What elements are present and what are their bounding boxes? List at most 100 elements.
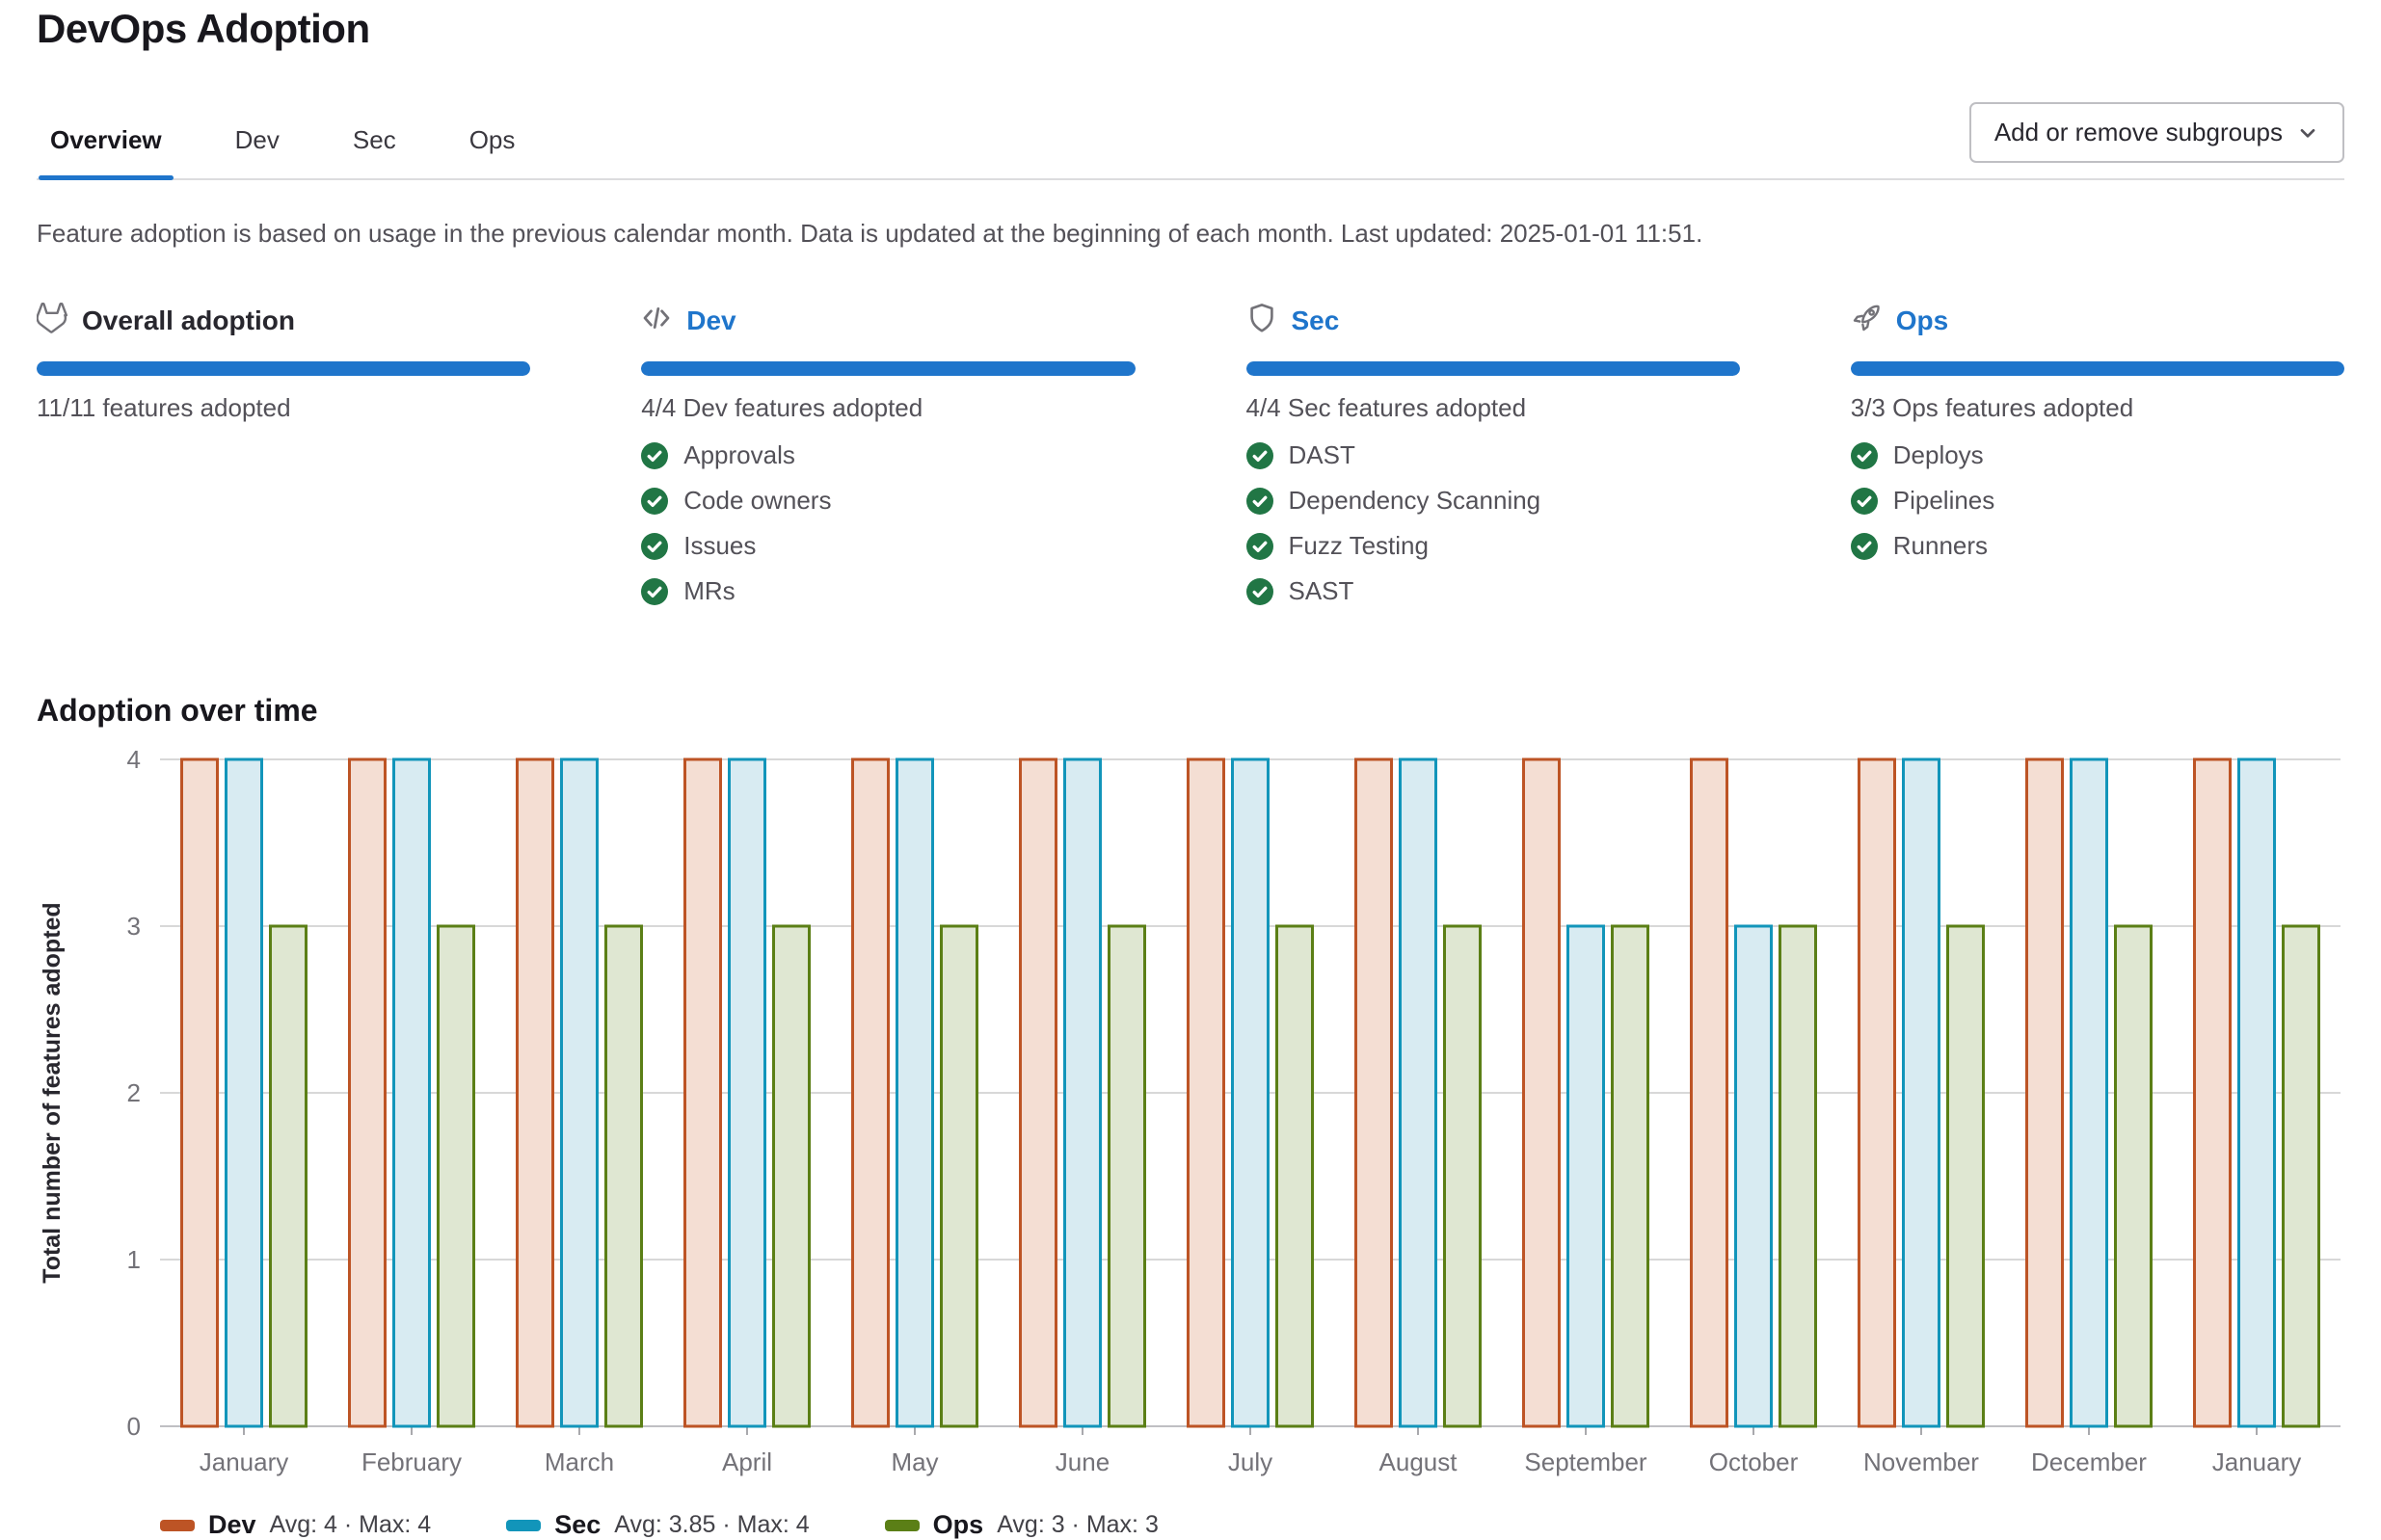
feature-item: Deploys [1850,440,2344,470]
feature-label: Approvals [683,440,795,469]
check-circle-icon [641,487,669,515]
chart-bar-ops-december[interactable] [2114,924,2153,1428]
chart-bar-dev-november[interactable] [1858,757,1896,1428]
x-axis-label: November [1863,1447,1979,1476]
chart-bar-sec-february[interactable] [392,757,431,1428]
chart-bar-sec-december[interactable] [2070,757,2108,1428]
add-remove-subgroups-label: Add or remove subgroups [1993,118,2283,146]
sec-summary: 4/4 Sec features adopted [1245,393,1527,422]
sec-series-swatch [506,1519,542,1531]
y-axis-tick-label: 2 [127,1078,141,1107]
overall-adoption-column: Overall adoption 11/11 features adopted [36,302,531,622]
chart-bar-dev-may[interactable] [851,757,890,1428]
legend-item-sec[interactable]: Sec Avg: 3.85 · Max: 4 [506,1510,810,1540]
check-circle-icon [1245,577,1273,605]
chart-bar-sec-august[interactable] [1399,757,1437,1428]
chart-bar-sec-july[interactable] [1231,757,1270,1428]
adoption-summary-columns: Overall adoption 11/11 features adopted … [36,302,2344,622]
legend-dev-name: Dev [208,1510,256,1539]
dev-series-swatch [160,1519,195,1531]
sec-progress-bar [1245,361,1740,376]
chart-bar-ops-january[interactable] [269,924,308,1428]
feature-label: Fuzz Testing [1288,531,1429,560]
chart-bar-sec-september[interactable] [1566,924,1605,1428]
chart-bar-dev-january[interactable] [2193,757,2232,1428]
page-title: DevOps Adoption [37,6,370,51]
chart-bar-ops-october[interactable] [1779,924,1817,1428]
x-axis-label: February [361,1447,462,1476]
code-icon [641,303,672,338]
tab-sec[interactable]: Sec [341,112,408,178]
sec-adoption-title-link[interactable]: Sec [1291,305,1340,335]
overall-summary: 11/11 features adopted [37,393,291,422]
feature-item: Approvals [641,440,1135,470]
ops-adoption-header: Ops [1851,303,2344,338]
chart-bar-ops-august[interactable] [1443,924,1482,1428]
chart-bar-sec-april[interactable] [728,757,766,1428]
overall-progress-bar [37,361,531,376]
x-axis-label: May [891,1447,938,1476]
chart-bar-sec-january[interactable] [225,757,263,1428]
add-remove-subgroups-button[interactable]: Add or remove subgroups [1968,102,2344,163]
tab-overview[interactable]: Overview [39,112,174,180]
chart-bar-ops-september[interactable] [1611,924,1649,1428]
check-circle-icon [641,532,669,560]
chart-legend: Dev Avg: 4 · Max: 4 Sec Avg: 3.85 · Max:… [37,1510,2344,1540]
chart-bar-ops-november[interactable] [1946,924,1985,1428]
chart-bar-sec-november[interactable] [1902,757,1940,1428]
feature-label: Pipelines [1892,486,1995,515]
tanuki-icon [36,302,68,338]
chart-bar-ops-march[interactable] [604,924,643,1428]
check-circle-icon [1245,487,1273,515]
check-circle-icon [1850,532,1878,560]
feature-item: MRs [641,576,1135,606]
chart-bar-dev-june[interactable] [1019,757,1057,1428]
legend-sec-stats: Avg: 3.85 · Max: 4 [614,1511,810,1538]
ops-summary: 3/3 Ops features adopted [1850,393,2134,422]
legend-item-dev[interactable]: Dev Avg: 4 · Max: 4 [160,1510,431,1540]
y-axis-title: Total number of features adopted [39,902,66,1283]
dev-progress-bar [641,361,1136,376]
x-axis-label: March [545,1447,614,1476]
check-circle-icon [1245,441,1273,469]
chevron-down-icon [2296,121,2319,145]
tab-dev[interactable]: Dev [224,112,291,178]
chart-bar-dev-april[interactable] [683,757,722,1428]
chart-bar-sec-may[interactable] [896,757,934,1428]
ops-adoption-column: Ops 3/3 Ops features adopted Deploys Pip… [1850,303,2344,622]
feature-item: Fuzz Testing [1245,531,1740,561]
chart-bar-dev-december[interactable] [2025,757,2064,1428]
feature-item: SAST [1245,576,1740,606]
dev-feature-list: Approvals Code owners Issues MRs [641,440,1135,606]
feature-label: MRs [683,576,736,605]
chart-bar-ops-february[interactable] [437,924,475,1428]
legend-item-ops[interactable]: Ops Avg: 3 · Max: 3 [884,1510,1159,1540]
feature-label: Code owners [683,486,832,515]
chart-bar-sec-march[interactable] [560,757,599,1428]
chart-bar-dev-september[interactable] [1522,757,1561,1428]
dev-adoption-title-link[interactable]: Dev [686,305,736,335]
chart-bar-dev-october[interactable] [1690,757,1728,1428]
chart-bar-ops-january[interactable] [2282,924,2320,1428]
x-axis-label: December [2031,1447,2147,1476]
ops-series-swatch [884,1519,920,1531]
tab-ops[interactable]: Ops [458,112,527,178]
ops-adoption-title-link[interactable]: Ops [1895,305,1949,335]
overall-adoption-header: Overall adoption [36,302,530,338]
chart-bar-ops-may[interactable] [940,924,978,1428]
check-circle-icon [641,577,669,605]
chart-bar-sec-october[interactable] [1734,924,1773,1428]
chart-bar-ops-april[interactable] [772,924,811,1428]
chart-bar-dev-february[interactable] [348,757,387,1428]
last-updated-note: Feature adoption is based on usage in th… [37,219,1703,248]
chart-bar-ops-july[interactable] [1275,924,1314,1428]
chart-bar-ops-june[interactable] [1108,924,1146,1428]
chart-bar-sec-january[interactable] [2237,757,2276,1428]
chart-bar-dev-january[interactable] [180,757,219,1428]
chart-bar-dev-august[interactable] [1354,757,1393,1428]
x-axis-label: January [2212,1447,2302,1476]
chart-bar-dev-march[interactable] [516,757,554,1428]
chart-bar-dev-july[interactable] [1187,757,1225,1428]
chart-bar-sec-june[interactable] [1063,757,1102,1428]
